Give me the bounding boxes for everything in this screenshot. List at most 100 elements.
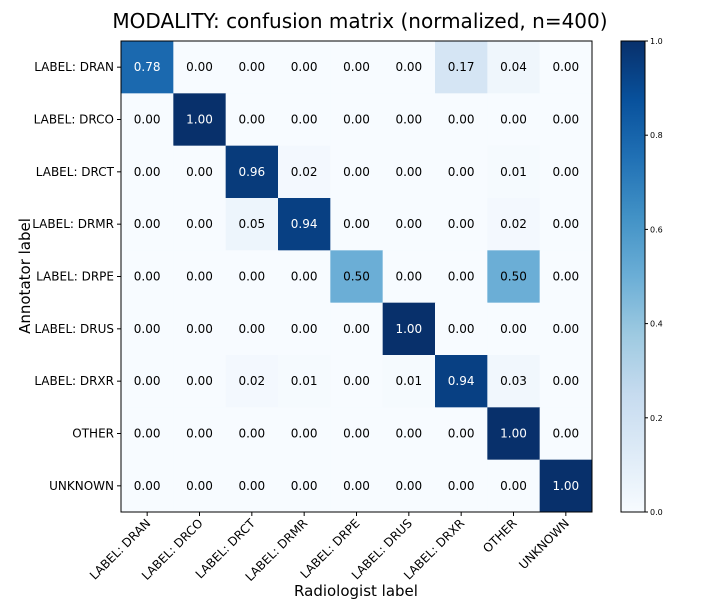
- colorbar-ticks: 0.0 0.2 0.4 0.6 0.8 1.0: [645, 37, 663, 517]
- cell-value-label: 0.00: [238, 270, 265, 284]
- heatmap-cell: [225, 250, 279, 304]
- heatmap-cell: [539, 250, 593, 304]
- cell-value-label: 0.00: [238, 113, 265, 127]
- cell-value-label: 0.00: [448, 217, 475, 231]
- cell-value-label: 0.94: [291, 217, 318, 231]
- heatmap-cell: [225, 93, 279, 147]
- x-axis-label: Radiologist label: [294, 582, 418, 600]
- heatmap-cell: [173, 355, 227, 408]
- cell-value-label: 0.00: [448, 427, 475, 441]
- heatmap-cell: [539, 198, 593, 251]
- heatmap-cell: [435, 459, 488, 513]
- heatmap-cell: [278, 459, 331, 513]
- cell-value-label: 0.02: [291, 165, 318, 179]
- cell-value-label: 1.00: [552, 479, 579, 493]
- cell-value-label: 0.00: [186, 479, 213, 493]
- cell-value-label: 0.01: [291, 374, 318, 388]
- cell-value-label: 0.00: [134, 165, 161, 179]
- cell-value-label: 0.00: [186, 165, 213, 179]
- heatmap-cell: [173, 41, 227, 94]
- cell-value-label: 0.00: [448, 270, 475, 284]
- heatmap-cell: [121, 145, 174, 199]
- heatmap-cell: [382, 250, 436, 304]
- cell-value-label: 0.00: [291, 322, 318, 336]
- cell-value-label: 0.01: [395, 374, 422, 388]
- heatmap-cell: [330, 198, 384, 251]
- heatmap-cell: [330, 250, 384, 304]
- cell-value-label: 0.00: [291, 479, 318, 493]
- colorbar-tick-label: 0.4: [650, 320, 663, 329]
- cell-value-label: 0.94: [448, 374, 475, 388]
- cell-value-label: 0.00: [343, 427, 370, 441]
- cell-value-label: 0.00: [134, 322, 161, 336]
- heatmap-cell: [435, 41, 488, 94]
- cell-value-label: 0.00: [134, 374, 161, 388]
- cell-value-label: 0.00: [291, 60, 318, 74]
- heatmap-cell: [487, 302, 541, 356]
- y-tick-label: UNKNOWN: [49, 479, 114, 493]
- heatmap-cell: [330, 41, 384, 94]
- cell-value-label: 0.00: [500, 113, 527, 127]
- heatmap-cell: [382, 198, 436, 251]
- heatmap-cell: [121, 407, 174, 461]
- cell-value-label: 0.00: [448, 479, 475, 493]
- colorbar: [620, 40, 646, 513]
- y-tick-label: OTHER: [72, 427, 114, 441]
- y-axis-label: Annotator label: [16, 218, 34, 334]
- heatmap-cell: [278, 407, 331, 461]
- cell-value-label: 0.00: [395, 165, 422, 179]
- cell-value-label: 0.00: [291, 427, 318, 441]
- cell-value-label: 0.00: [186, 322, 213, 336]
- heatmap-cell: [435, 355, 488, 408]
- heatmap-cell: [539, 407, 593, 461]
- cell-value-label: 0.00: [448, 165, 475, 179]
- heatmap-cell: [278, 145, 331, 199]
- cell-value-label: 0.00: [552, 165, 579, 179]
- cell-value-label: 0.50: [343, 270, 370, 284]
- heatmap-cell: [435, 145, 488, 199]
- heatmap-cell: [487, 93, 541, 147]
- heatmap-cell: [173, 407, 227, 461]
- heatmap-cell: [330, 355, 384, 408]
- heatmap-cell: [330, 407, 384, 461]
- heatmap-cell: [173, 145, 227, 199]
- cell-value-label: 0.00: [186, 427, 213, 441]
- cell-value-label: 0.00: [134, 427, 161, 441]
- heatmap-cell: [173, 459, 227, 513]
- y-tick-label: LABEL: DRXR: [34, 374, 114, 388]
- cell-value-label: 0.00: [134, 270, 161, 284]
- cell-value-label: 0.00: [448, 113, 475, 127]
- cell-value-label: 0.05: [238, 217, 265, 231]
- heatmap-cell: [382, 41, 436, 94]
- y-tick-label: LABEL: DRCT: [36, 165, 115, 179]
- cell-value-label: 0.00: [552, 427, 579, 441]
- heatmap-cell: [278, 302, 331, 356]
- cell-value-label: 0.00: [343, 322, 370, 336]
- heatmap-cell: [382, 407, 436, 461]
- cell-value-label: 0.96: [238, 165, 265, 179]
- y-axis-ticks: LABEL: DRAN LABEL: DRCO LABEL: DRCT LABEL: …: [32, 60, 121, 493]
- cell-value-label: 0.00: [395, 270, 422, 284]
- cell-value-label: 0.02: [238, 374, 265, 388]
- y-tick-label: LABEL: DRUS: [34, 322, 114, 336]
- colorbar-tick-label: 0.8: [650, 131, 663, 140]
- heatmap-cell: [382, 93, 436, 147]
- heatmap-cell: [121, 93, 174, 147]
- heatmap-cell: [487, 250, 541, 304]
- heatmap-cell: [278, 93, 331, 147]
- cell-value-label: 0.00: [500, 479, 527, 493]
- heatmap-cell: [382, 459, 436, 513]
- cell-value-label: 0.00: [500, 322, 527, 336]
- cell-value-label: 0.00: [343, 165, 370, 179]
- heatmap-cell: [278, 355, 331, 408]
- cell-value-label: 0.01: [500, 165, 527, 179]
- cell-value-label: 1.00: [395, 322, 422, 336]
- heatmap-cell: [539, 459, 593, 513]
- cell-value-label: 0.00: [238, 479, 265, 493]
- heatmap-cell: [487, 355, 541, 408]
- heatmap-cell: [382, 355, 436, 408]
- cell-value-label: 0.00: [552, 322, 579, 336]
- heatmap-cell: [487, 407, 541, 461]
